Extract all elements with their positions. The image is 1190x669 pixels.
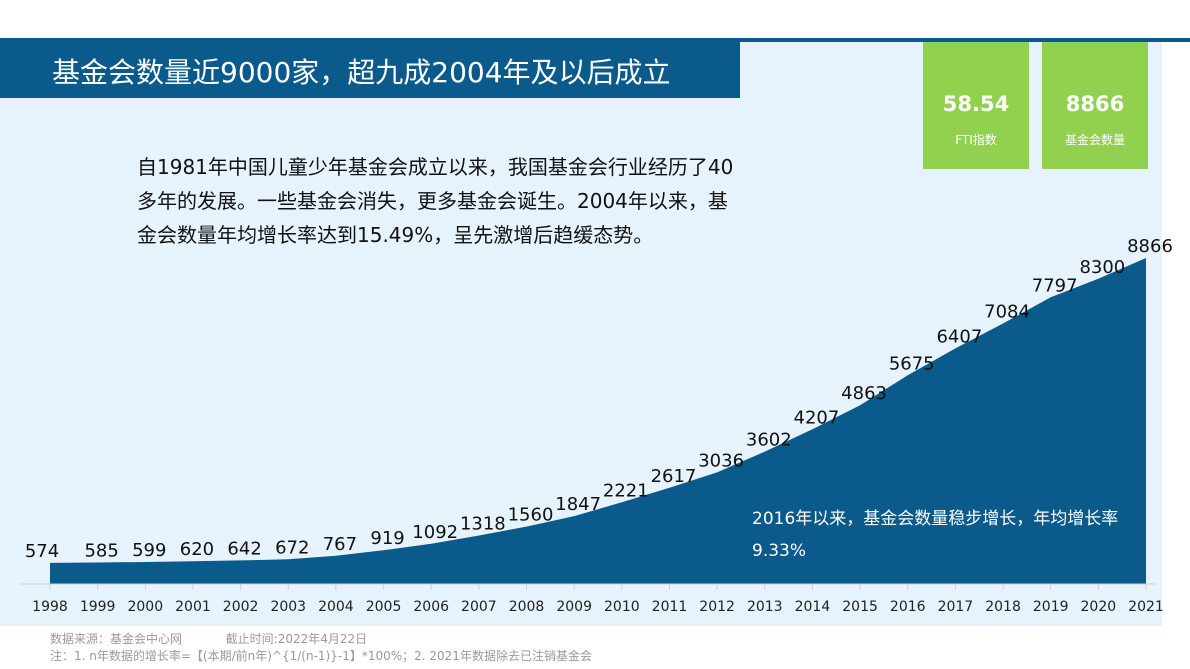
data-label: 574 — [25, 541, 59, 562]
data-label: 2617 — [651, 466, 697, 487]
data-label: 3036 — [698, 450, 744, 471]
data-label: 3602 — [746, 430, 792, 451]
x-tick-label: 2001 — [175, 599, 211, 615]
kpi-count-label: 基金会数量 — [1064, 133, 1125, 147]
data-label: 767 — [323, 534, 357, 555]
x-tick-label: 2015 — [842, 599, 878, 615]
kpi-foundation-count: 8866 基金会数量 — [1042, 42, 1148, 169]
data-label: 1092 — [412, 522, 458, 543]
x-tick-label: 2018 — [985, 599, 1021, 615]
data-label: 8866 — [1127, 236, 1173, 257]
x-tick-label: 2006 — [413, 599, 449, 615]
data-label: 585 — [84, 540, 118, 561]
data-label: 2221 — [603, 480, 649, 501]
kpi-fti: 58.54 FTI指数 — [923, 42, 1029, 169]
x-tick-label: 2008 — [509, 599, 545, 615]
x-tick-label: 2000 — [127, 599, 163, 615]
data-label: 8300 — [1079, 257, 1125, 278]
x-tick-label: 2017 — [938, 599, 974, 615]
x-tick-label: 2013 — [747, 599, 783, 615]
footer-cutoff-text: 截止时间:2022年4月22日 — [225, 632, 368, 646]
x-tick-label: 2009 — [556, 599, 592, 615]
x-tick-label: 2019 — [1033, 599, 1069, 615]
x-tick-label: 2016 — [890, 599, 926, 615]
page-title: 基金会数量近9000家，超九成2004年及以后成立 — [52, 56, 671, 89]
data-label: 5675 — [889, 353, 935, 374]
data-label: 7797 — [1032, 275, 1078, 296]
x-tick-label: 2004 — [318, 599, 354, 615]
x-tick-label: 2003 — [270, 599, 306, 615]
footer-note: 注：1. n年数据的增长率=【(本期/前n年)^{1/(n-1)}-1】*100… — [50, 649, 592, 663]
data-label: 4863 — [841, 383, 887, 404]
kpi-fti-value: 58.54 — [942, 92, 1010, 116]
x-tick-label: 2011 — [652, 599, 688, 615]
kpi-count-value: 8866 — [1065, 92, 1125, 116]
data-label: 642 — [227, 538, 261, 559]
x-tick-label: 2014 — [795, 599, 831, 615]
data-label: 620 — [180, 539, 214, 560]
title-bar — [0, 42, 740, 98]
description-text: 自1981年中国儿童少年基金会成立以来，我国基金会行业经历了40多年的发展。一些… — [137, 155, 734, 247]
x-tick-label: 1999 — [80, 599, 116, 615]
data-label: 6407 — [936, 326, 982, 347]
kpi-fti-label: FTI指数 — [955, 133, 997, 147]
data-label: 7084 — [984, 302, 1030, 323]
x-tick-label: 2002 — [223, 599, 259, 615]
footer-source: 数据来源：基金会中心网 截止时间:2022年4月22日 — [50, 630, 367, 647]
x-tick-label: 1998 — [32, 599, 68, 615]
x-tick-label: 2021 — [1128, 599, 1164, 615]
x-tick-label: 2005 — [366, 599, 402, 615]
data-label: 4207 — [794, 407, 840, 428]
footer-source-text: 数据来源：基金会中心网 — [50, 632, 183, 646]
data-label: 1560 — [508, 505, 554, 526]
data-label: 919 — [370, 528, 404, 549]
top-rule — [0, 38, 1190, 42]
data-label: 672 — [275, 537, 309, 558]
data-label: 599 — [132, 540, 166, 561]
x-tick-label: 2010 — [604, 599, 640, 615]
data-label: 1318 — [460, 514, 506, 535]
x-tick-label: 2012 — [699, 599, 735, 615]
chart-annotation: 2016年以来，基金会数量稳步增长，年均增长率9.33% — [752, 509, 1119, 561]
area-series — [50, 258, 1146, 584]
x-tick-label: 2020 — [1081, 599, 1117, 615]
x-tick-label: 2007 — [461, 599, 497, 615]
data-label: 1847 — [555, 494, 601, 515]
